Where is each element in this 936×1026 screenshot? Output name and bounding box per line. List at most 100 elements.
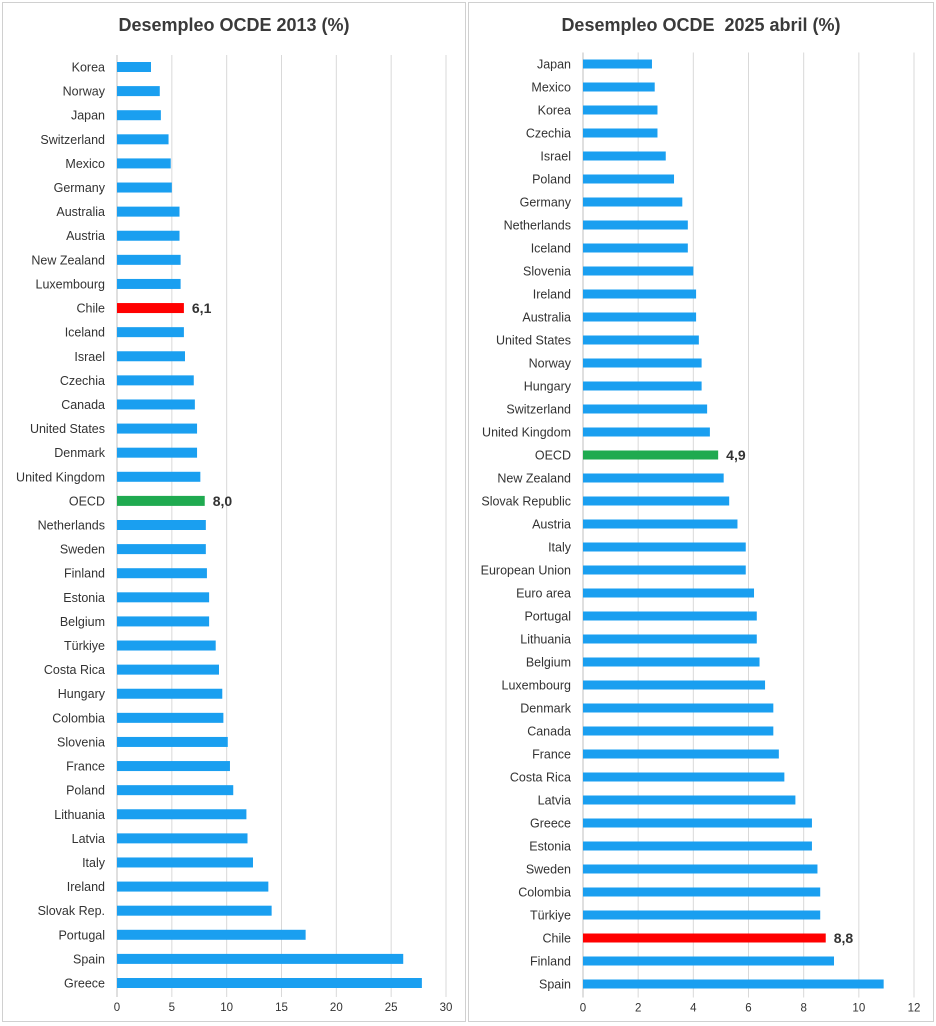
category-label: Sweden	[60, 543, 105, 557]
bar-t-rkiye	[117, 640, 216, 651]
category-label: Ireland	[67, 880, 105, 894]
bar-slovak-rep-	[117, 905, 272, 916]
bar-germany	[117, 182, 172, 193]
bar-costa-rica	[583, 772, 785, 782]
bar-luxembourg	[583, 680, 766, 690]
category-label: Canada	[527, 725, 571, 739]
category-label: Germany	[54, 181, 106, 195]
category-label: Korea	[538, 104, 571, 118]
category-label: Mexico	[65, 157, 105, 171]
category-label: Switzerland	[40, 133, 105, 147]
x-tick-label: 8	[800, 1003, 806, 1015]
category-label: Portugal	[58, 928, 105, 942]
category-label: Lithuania	[520, 633, 571, 647]
bar-mexico	[117, 158, 171, 169]
category-label: Hungary	[524, 380, 572, 394]
category-label: Belgium	[60, 615, 105, 629]
category-label: Austria	[66, 229, 105, 243]
data-label-chile: 6,1	[192, 300, 212, 316]
x-tick-label: 5	[169, 1002, 175, 1014]
bar-denmark	[583, 703, 774, 713]
x-tick-label: 20	[330, 1002, 343, 1014]
category-label: Chile	[77, 302, 106, 316]
bar-israel	[583, 151, 666, 161]
category-label: Slovenia	[57, 735, 105, 749]
bar-norway	[117, 86, 160, 97]
category-label: Korea	[72, 61, 105, 75]
data-label-chile: 8,8	[834, 930, 854, 946]
bar-greece	[117, 978, 422, 988]
bar-spain	[117, 953, 404, 964]
bar-iceland	[117, 327, 184, 338]
category-label: United Kingdom	[482, 426, 571, 440]
bar-new-zealand	[117, 254, 181, 265]
category-label: Finland	[64, 567, 105, 581]
category-label: Australia	[56, 205, 105, 219]
bar-european-union	[583, 565, 746, 575]
category-label: Denmark	[520, 702, 571, 716]
chart-title: Desempleo OCDE 2025 abril (%)	[561, 15, 841, 35]
bar-hungary	[583, 381, 702, 391]
bar-netherlands	[583, 220, 688, 230]
category-label: Iceland	[531, 242, 571, 256]
bar-germany	[583, 197, 683, 207]
category-label: Latvia	[72, 832, 105, 846]
category-label: Spain	[73, 952, 105, 966]
bar-chile	[583, 933, 826, 943]
bar-italy	[117, 857, 253, 868]
bar-portugal	[583, 611, 757, 621]
bar-denmark	[117, 447, 198, 458]
bar-slovenia	[583, 266, 694, 276]
bar-switzerland	[583, 404, 708, 414]
x-tick-label: 12	[908, 1003, 921, 1015]
bar-belgium	[117, 616, 210, 627]
chart-panel-2025: Desempleo OCDE 2025 abril (%) 0 2 4 6 8 10 12 J…	[468, 2, 934, 1022]
category-label: Latvia	[538, 794, 571, 808]
category-label: New Zealand	[31, 253, 105, 267]
category-label: United States	[496, 334, 571, 348]
bar-oecd	[583, 450, 719, 460]
bar-chart-2013: 0 5 10 15 20 25 30 Korea Norway Japan Switzerland M…	[16, 54, 453, 1014]
bar-japan	[117, 110, 161, 121]
category-label: Israel	[74, 350, 105, 364]
category-label: Spain	[539, 978, 571, 992]
category-label: Australia	[522, 311, 571, 325]
bar-belgium	[583, 657, 760, 667]
category-label: Chile	[543, 932, 572, 946]
x-tick-label: 30	[440, 1002, 453, 1014]
bar-united-states	[117, 423, 198, 434]
category-label: Poland	[532, 173, 571, 187]
bar-united-states	[583, 335, 699, 345]
bar-portugal	[117, 929, 306, 940]
x-tick-label: 10	[852, 1003, 865, 1015]
bar-sweden	[117, 544, 206, 555]
bar-finland	[583, 956, 835, 966]
x-tick-label: 0	[114, 1002, 120, 1014]
category-label: Ireland	[533, 288, 571, 302]
category-label: Netherlands	[38, 519, 105, 533]
bar-finland	[117, 568, 207, 579]
x-tick-label: 6	[745, 1003, 751, 1015]
category-label: Hungary	[58, 687, 106, 701]
bar-colombia	[583, 887, 821, 897]
data-label-oecd: 8,0	[213, 493, 233, 509]
bar-canada	[583, 726, 774, 736]
category-label: Türkiye	[64, 639, 105, 653]
bar-israel	[117, 351, 185, 362]
category-label: Israel	[540, 150, 571, 164]
bar-france	[117, 761, 230, 772]
bar-costa-rica	[117, 664, 219, 675]
category-label: United States	[30, 422, 105, 436]
bar-hungary	[117, 688, 223, 699]
bar-switzerland	[117, 134, 169, 145]
bar-italy	[583, 542, 746, 552]
bar-slovenia	[117, 736, 228, 747]
category-label: Japan	[537, 58, 571, 72]
category-label: OECD	[69, 494, 105, 508]
bar-sweden	[583, 864, 818, 874]
bar-estonia	[583, 841, 812, 851]
x-tick-label: 4	[690, 1003, 697, 1015]
bar-slovak-republic	[583, 496, 730, 506]
category-label: France	[66, 760, 105, 774]
bar-austria	[583, 519, 738, 529]
